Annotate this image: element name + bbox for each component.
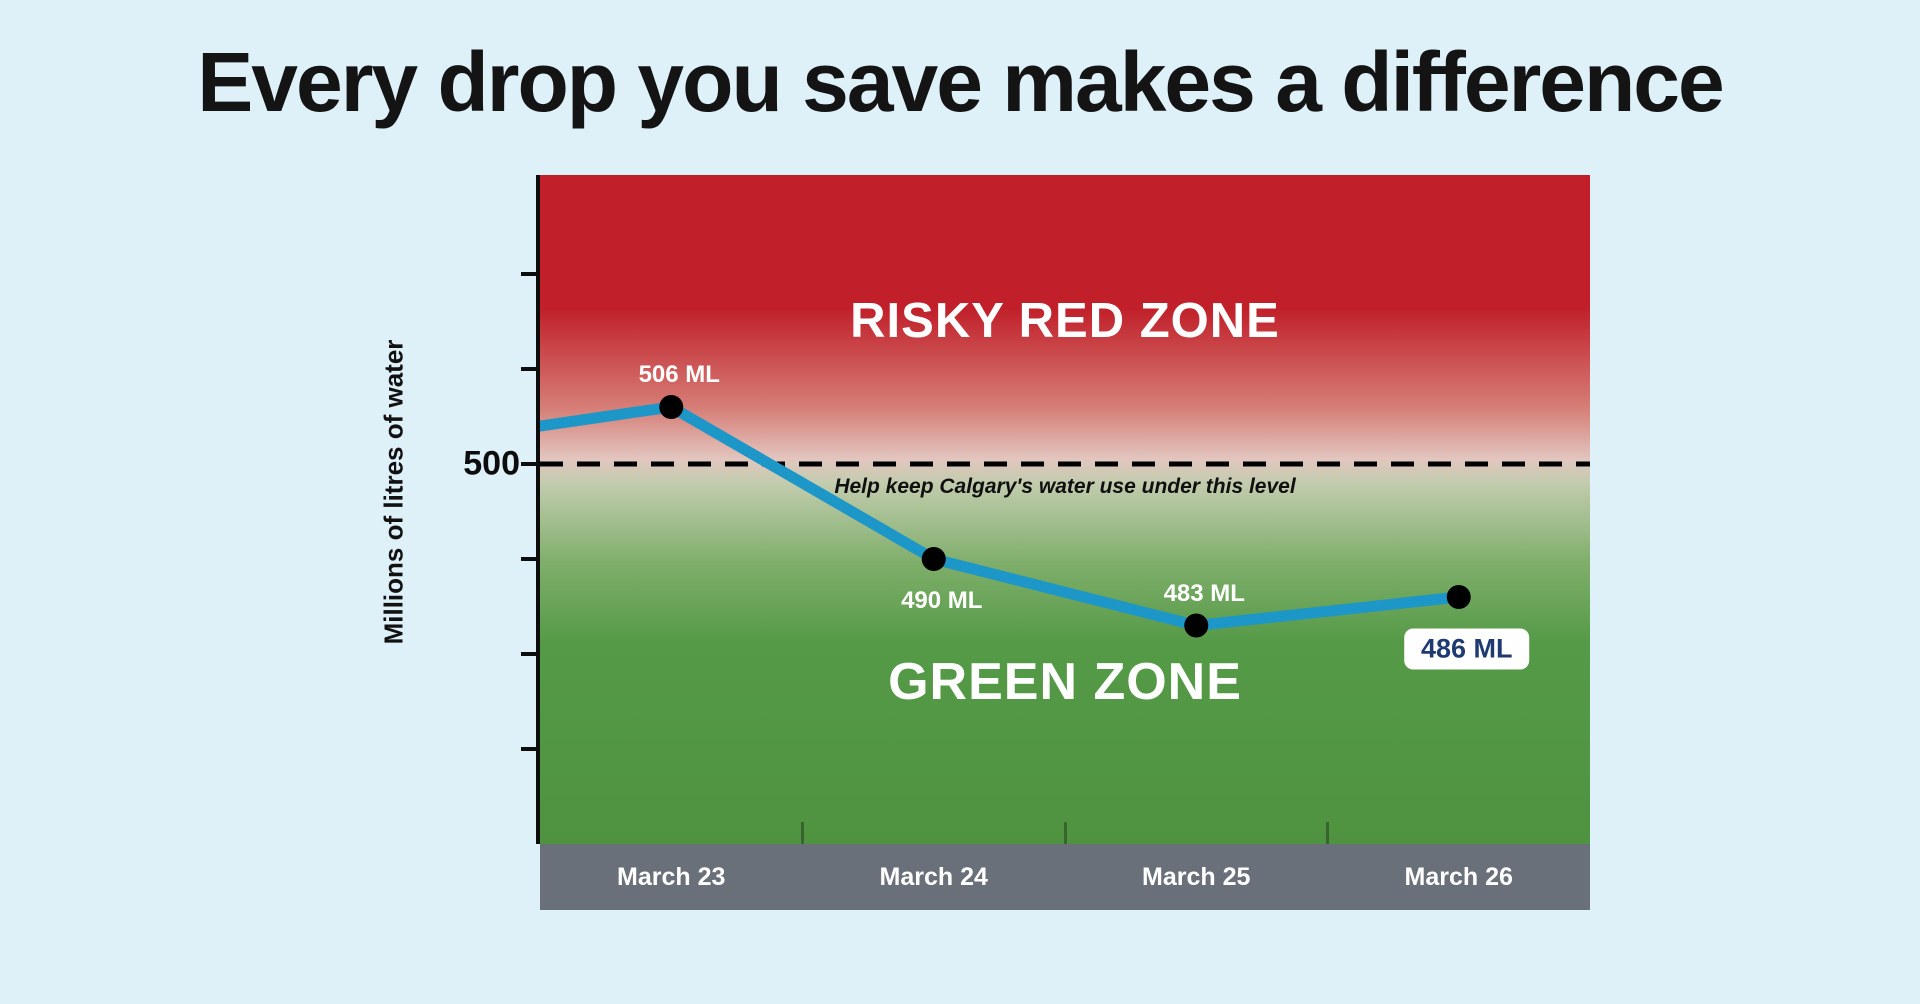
data-points xyxy=(659,395,1471,638)
data-point-march-24 xyxy=(921,547,946,571)
x-label-march-25: March 25 xyxy=(1142,862,1251,891)
y-tick-label-500: 500 xyxy=(463,444,520,483)
column-separator-tick xyxy=(801,822,804,844)
column-separator-tick xyxy=(1326,822,1329,844)
data-label-march-23: 506 ML xyxy=(638,361,720,388)
risky-red-zone-label: RISKY RED ZONE xyxy=(850,294,1280,348)
x-axis-bar: March 23 March 24 March 25 March 26 xyxy=(540,844,1590,910)
x-label-march-24: March 24 xyxy=(879,862,988,891)
line-chart-svg xyxy=(540,395,1590,638)
data-point-march-25 xyxy=(1184,613,1209,638)
y-axis-tick xyxy=(521,747,537,751)
x-label-march-23: March 23 xyxy=(617,862,726,891)
column-separator-tick xyxy=(1063,822,1067,844)
x-label-march-26: March 26 xyxy=(1404,862,1513,891)
threshold-annotation: Help keep Calgary's water use under this… xyxy=(834,475,1296,498)
y-axis-tick xyxy=(521,272,537,276)
y-axis-tick xyxy=(521,557,537,561)
data-label-march-25: 483 ML xyxy=(1163,579,1245,607)
data-point-march-23 xyxy=(659,395,684,419)
y-axis-tick xyxy=(521,652,537,656)
y-axis-title: Millions of litres of water xyxy=(378,339,409,645)
data-label-march-24: 490 ML xyxy=(901,587,983,614)
green-zone-label: GREEN ZONE xyxy=(888,653,1242,711)
y-axis-tick xyxy=(521,462,537,466)
y-axis-tick xyxy=(521,367,537,371)
page-title: Every drop you save makes a difference xyxy=(197,35,1724,129)
data-point-march-26 xyxy=(1446,585,1471,609)
y-axis-line xyxy=(536,175,541,844)
plot-area: RISKY RED ZONE GREEN ZONE Help keep Calg… xyxy=(540,175,1590,844)
data-label-march-26: 486 ML xyxy=(1403,628,1530,670)
water-usage-line xyxy=(540,401,1465,631)
